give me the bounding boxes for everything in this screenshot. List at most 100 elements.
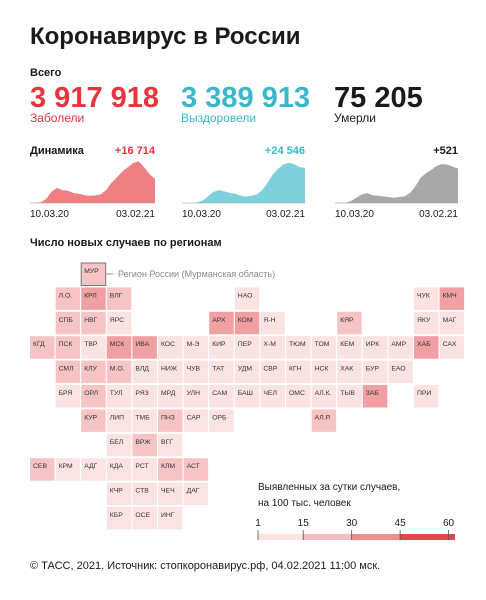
region-label: КУР — [84, 414, 97, 421]
region-label: ЕАО — [391, 366, 405, 373]
date-label: 10.03.20 — [30, 209, 69, 220]
region-tile — [30, 336, 55, 359]
region-label: КРМ — [59, 463, 73, 470]
region-tile — [183, 385, 209, 408]
region-label: ДАГ — [187, 488, 200, 495]
region-label: ТАТ — [212, 366, 224, 373]
region-tile — [183, 336, 209, 359]
area — [335, 164, 458, 203]
region-tile — [260, 385, 285, 408]
region-label: АРХ — [212, 317, 226, 324]
footer: © ТАСС, 2021. Источник: стопкоронавирус.… — [30, 560, 380, 572]
region-label: ЯКУ — [417, 317, 431, 324]
region-label: СВР — [263, 366, 277, 373]
region-label: ПНЗ — [161, 414, 175, 421]
region-label: ТЮМ — [289, 341, 306, 348]
region-label: ТЫВ — [340, 390, 355, 397]
region-tile — [337, 336, 362, 359]
total-label: Выздоровели — [181, 111, 256, 125]
region-tile — [81, 311, 106, 335]
region-label: Л.О. — [59, 292, 73, 299]
region-tile — [183, 360, 209, 384]
region-label: ТМБ — [135, 414, 150, 421]
legend-text: Выявленных за сутки случаев, — [258, 482, 400, 493]
region-tile — [439, 311, 465, 335]
region-tile — [311, 336, 337, 359]
region-label: ХАК — [340, 366, 353, 373]
region-label: М.О. — [110, 366, 125, 373]
total-label: Заболели — [30, 111, 84, 125]
region-tile — [132, 507, 157, 530]
region-label: КОМ — [238, 317, 253, 324]
region-label: ИНГ — [161, 512, 175, 519]
region-label: САМ — [212, 390, 227, 397]
region-tile — [30, 458, 55, 481]
region-label: АЛ.Р. — [315, 414, 331, 421]
total-value: 3 917 918 — [30, 82, 159, 114]
region-tile — [234, 287, 260, 310]
date-label: 03.02.21 — [266, 209, 305, 220]
region-tile — [260, 360, 285, 384]
region-label: УДМ — [238, 366, 253, 373]
region-label: ВРЖ — [135, 439, 151, 446]
region-label: БУР — [366, 366, 380, 373]
date-label: 03.02.21 — [116, 209, 155, 220]
region-label: ПРИ — [417, 390, 431, 397]
region-tile — [414, 311, 439, 335]
region-label: НАО — [238, 292, 253, 299]
total-label: Умерли — [334, 111, 376, 125]
region-label: НИЖ — [161, 366, 178, 373]
region-tile — [286, 336, 311, 359]
region-tile — [337, 311, 362, 335]
region-tile — [234, 336, 260, 359]
region-tile — [132, 385, 157, 408]
region-tile — [132, 458, 157, 481]
region-tile — [209, 360, 234, 384]
legend-segment — [258, 534, 304, 540]
region-label: СЕВ — [33, 463, 47, 470]
region-tile — [132, 336, 157, 359]
region-tile — [260, 336, 285, 359]
region-label: КДА — [110, 463, 124, 470]
region-tile — [81, 360, 106, 384]
total-value: 3 389 913 — [181, 82, 310, 114]
area — [30, 161, 155, 203]
region-tile — [158, 385, 183, 408]
region-tile — [158, 482, 183, 506]
legend-tick-label: 1 — [255, 518, 261, 529]
area — [182, 162, 305, 203]
region-label: ЧУВ — [187, 366, 201, 373]
region-label: БАШ — [238, 390, 253, 397]
region-tile — [234, 360, 260, 384]
region-tile — [311, 409, 337, 432]
region-label: КБР — [110, 512, 123, 519]
region-tile — [183, 409, 209, 432]
region-label: ТОМ — [315, 341, 330, 348]
region-label: НСК — [315, 366, 329, 373]
region-label: РСТ — [135, 463, 148, 470]
region-tile — [55, 311, 81, 335]
region-label: КЕМ — [340, 341, 354, 348]
region-label: ОРЛ — [84, 390, 98, 397]
region-label: БЕЛ — [110, 439, 123, 446]
region-label: СПБ — [59, 317, 74, 324]
region-label: ЯРС — [110, 317, 124, 324]
region-tile — [106, 409, 132, 432]
region-tile — [337, 360, 362, 384]
legend-tick-label: 60 — [443, 518, 455, 529]
region-label: САХ — [443, 341, 457, 348]
region-tile — [414, 287, 439, 310]
region-label: МАГ — [443, 317, 457, 324]
region-label: КМЧ — [443, 292, 457, 299]
legend-tick-label: 30 — [346, 518, 358, 529]
region-label: КГД — [33, 341, 45, 348]
region-tile — [209, 336, 234, 359]
region-tile — [209, 385, 234, 408]
region-label: ВГГ — [161, 439, 173, 446]
region-tile — [209, 409, 234, 432]
region-label: РЯЗ — [135, 390, 148, 397]
regions-title: Число новых случаев по регионам — [30, 237, 222, 249]
last-value-label: +24 546 — [265, 145, 305, 157]
region-label: БРЯ — [59, 390, 73, 397]
